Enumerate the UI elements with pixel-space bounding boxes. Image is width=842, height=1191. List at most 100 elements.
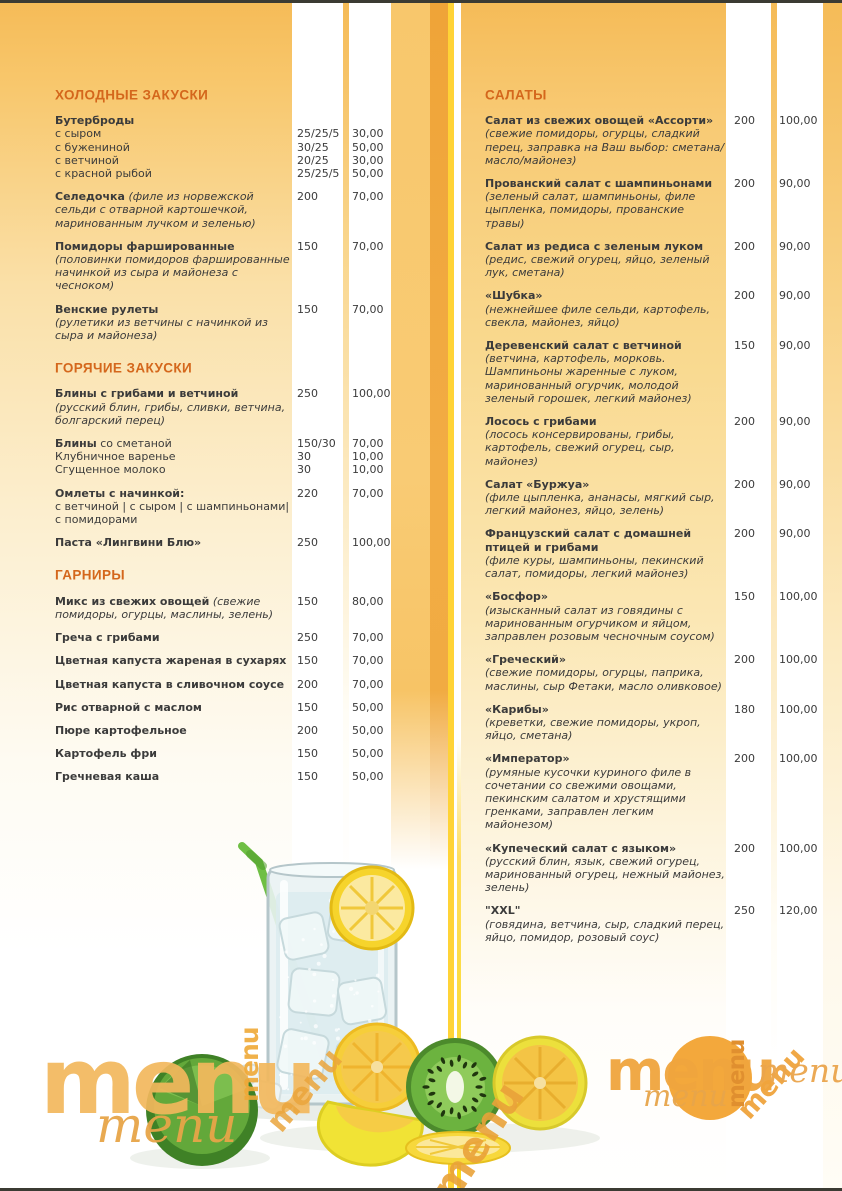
item-name: Гречневая каша <box>55 770 160 784</box>
right-column: САЛАТЫ Салат из свежих овощей «Ассорти»(… <box>485 88 826 954</box>
menu-item: Цветная капуста в сливочном соусе 200 70… <box>55 678 391 691</box>
item-text: Пюре картофельное <box>55 724 292 737</box>
item-weight: 200 <box>734 239 755 253</box>
sub-item-weight: 20/25 <box>297 153 329 167</box>
item-price: 50,00 <box>352 770 384 784</box>
right-column-band <box>461 0 726 1191</box>
item-name: Блины <box>55 437 97 451</box>
item-weight: 150 <box>297 654 318 668</box>
sub-item-label: с красной рыбой <box>55 167 152 181</box>
item-text: Помидоры фаршированные (половинки помидор… <box>55 240 292 293</box>
item-name: Салат из редиса с зеленым луком <box>485 239 704 253</box>
section-items: Бутерброды с сыром 25/25/5 30,00 с буженино… <box>55 114 391 342</box>
sub-item-label: с бужениной <box>55 140 130 154</box>
sub-item-weight: 30 <box>297 463 311 477</box>
item-desc: (свежие помидоры, огурцы, маслины, зелен… <box>55 594 274 621</box>
item-weight: 180 <box>734 702 755 716</box>
item-desc: (свежие помидоры, огурцы, сладкий перец,… <box>485 127 725 167</box>
item-desc: (лосось консервированы, грибы, картофель… <box>485 428 675 468</box>
menu-item: Микс из свежих овощей (свежие помидоры, … <box>55 595 391 621</box>
item-name: Селедочка <box>55 190 125 204</box>
menu-item: Блины со сметаной 150/30 70,00 Клубнично… <box>55 437 391 477</box>
sub-item-label: с ветчиной <box>55 153 119 167</box>
item-text: Салат из редиса с зеленым луком (редис, с… <box>485 240 725 280</box>
sub-item-weight: 25/25/5 <box>297 167 340 181</box>
kiwi-half-icon <box>406 1038 504 1136</box>
item-text: Лосось с грибами (лосось консервированы, … <box>485 415 725 468</box>
decor-menu-italic-far-right: menu <box>758 1051 842 1090</box>
menu-item: «Карибы» (креветки, свежие помидоры, укро… <box>485 703 826 743</box>
section-title: САЛАТЫ <box>485 86 547 103</box>
menu-item: Лосось с грибами (лосось консервированы, … <box>485 415 826 468</box>
item-text: Микс из свежих овощей (свежие помидоры, … <box>55 595 292 621</box>
decor-menu-vertical-left: menu <box>235 1027 264 1102</box>
item-weight: 250 <box>297 387 318 401</box>
item-name: Греча с грибами <box>55 631 160 645</box>
item-desc: (ветчина, картофель, морковь. Шампиньоны… <box>485 352 692 405</box>
item-price: 70,00 <box>352 486 384 500</box>
item-weight: 200 <box>734 415 755 429</box>
menu-section: САЛАТЫ Салат из свежих овощей «Ассорти»(… <box>485 88 826 944</box>
center-yellow-line <box>448 0 454 1191</box>
section-title: ГОРЯЧИЕ ЗАКУСКИ <box>55 360 193 376</box>
item-price: 70,00 <box>352 677 384 691</box>
item-weight: 200 <box>734 527 755 541</box>
item-text: Блины со сметаной <box>55 437 292 450</box>
item-name: Цветная капуста жареная в сухарях <box>55 654 287 668</box>
item-name: Деревенский салат с ветчиной <box>485 339 682 353</box>
item-name: Салат из свежих овощей «Ассорти» <box>485 114 714 128</box>
item-desc: (русский блин, грибы, сливки, ветчина, б… <box>55 400 286 427</box>
item-name: Микс из свежих овощей <box>55 594 210 608</box>
lemon-wedge-icon <box>316 1100 424 1167</box>
menu-item: Рис отварной с маслом 150 50,00 <box>55 701 391 714</box>
item-text: Картофель фри <box>55 747 292 760</box>
menu-item: Гречневая каша 150 50,00 <box>55 770 391 783</box>
item-text: Французский салат с домашней птицей и гр… <box>485 527 725 580</box>
menu-item: Омлеты с начинкой: с ветчиной | с сыром |… <box>55 487 391 527</box>
item-weight: 150 <box>297 700 318 714</box>
menu-item: Деревенский салат с ветчиной (ветчина, ка… <box>485 339 826 405</box>
left-column-band <box>0 0 292 1191</box>
item-price: 100,00 <box>779 590 818 604</box>
menu-item: "XXL" (говядина, ветчина, сыр, сладкий пе… <box>485 904 826 944</box>
menu-sub-item: Клубничное варенье 30 10,00 <box>55 450 391 463</box>
item-text: Рис отварной с маслом <box>55 701 292 714</box>
item-text: Цветная капуста в сливочном соусе <box>55 678 292 691</box>
item-weight: 200 <box>734 289 755 303</box>
menu-item: «Шубка» (нежнейшее филе сельди, картофель… <box>485 289 826 329</box>
right-edge-band <box>823 0 842 1191</box>
item-name: Паста «Лингвини Блю» <box>55 536 202 550</box>
item-text: «Карибы» (креветки, свежие помидоры, укро… <box>485 703 725 743</box>
decor-menu-big-left: menu <box>40 1028 317 1135</box>
item-name: «Император» <box>485 752 570 766</box>
item-text: «Император» (румяные кусочки куриного фил… <box>485 752 725 831</box>
sub-item-label: с сыром <box>55 127 102 141</box>
item-price: 90,00 <box>779 289 811 303</box>
item-desc: (рулетики из ветчины с начинкой из сыра … <box>55 315 268 343</box>
item-text: Цветная капуста жареная в сухарях <box>55 654 292 667</box>
item-price: 50,00 <box>352 723 384 737</box>
menu-sub-item: с сыром 25/25/5 30,00 <box>55 127 391 140</box>
sub-item-price: 50,00 <box>352 167 384 181</box>
decor-orange-circle <box>668 1036 752 1120</box>
menu-item: Картофель фри 150 50,00 <box>55 747 391 760</box>
straw-bend <box>246 850 267 870</box>
item-name: Омлеты с начинкой: <box>55 486 185 500</box>
item-name: Пюре картофельное <box>55 723 187 737</box>
item-name: Венские рулеты <box>55 302 159 316</box>
menu-item: Венские рулеты (рулетики из ветчины с нач… <box>55 303 391 343</box>
item-text: «Шубка» (нежнейшее филе сельди, картофель… <box>485 289 725 329</box>
item-weight: 200 <box>734 177 755 191</box>
item-name: «Шубка» <box>485 289 543 303</box>
menu-sub-item: Сгущенное молоко 30 10,00 <box>55 463 391 476</box>
item-price: 100,00 <box>779 752 818 766</box>
item-desc: (нежнейшее филе сельди, картофель, свекл… <box>485 302 710 329</box>
item-text: Гречневая каша <box>55 770 292 783</box>
item-price: 90,00 <box>779 415 811 429</box>
decor-menu-big-right: menu <box>606 1039 776 1104</box>
menu-item: Салат из свежих овощей «Ассорти» (свежие … <box>485 114 826 167</box>
item-weight: 200 <box>734 477 755 491</box>
item-name: Салат «Буржуа» <box>485 477 590 491</box>
menu-item: Пюре картофельное 200 50,00 <box>55 724 391 737</box>
item-desc: (креветки, свежие помидоры, укроп, яйцо,… <box>485 715 701 743</box>
